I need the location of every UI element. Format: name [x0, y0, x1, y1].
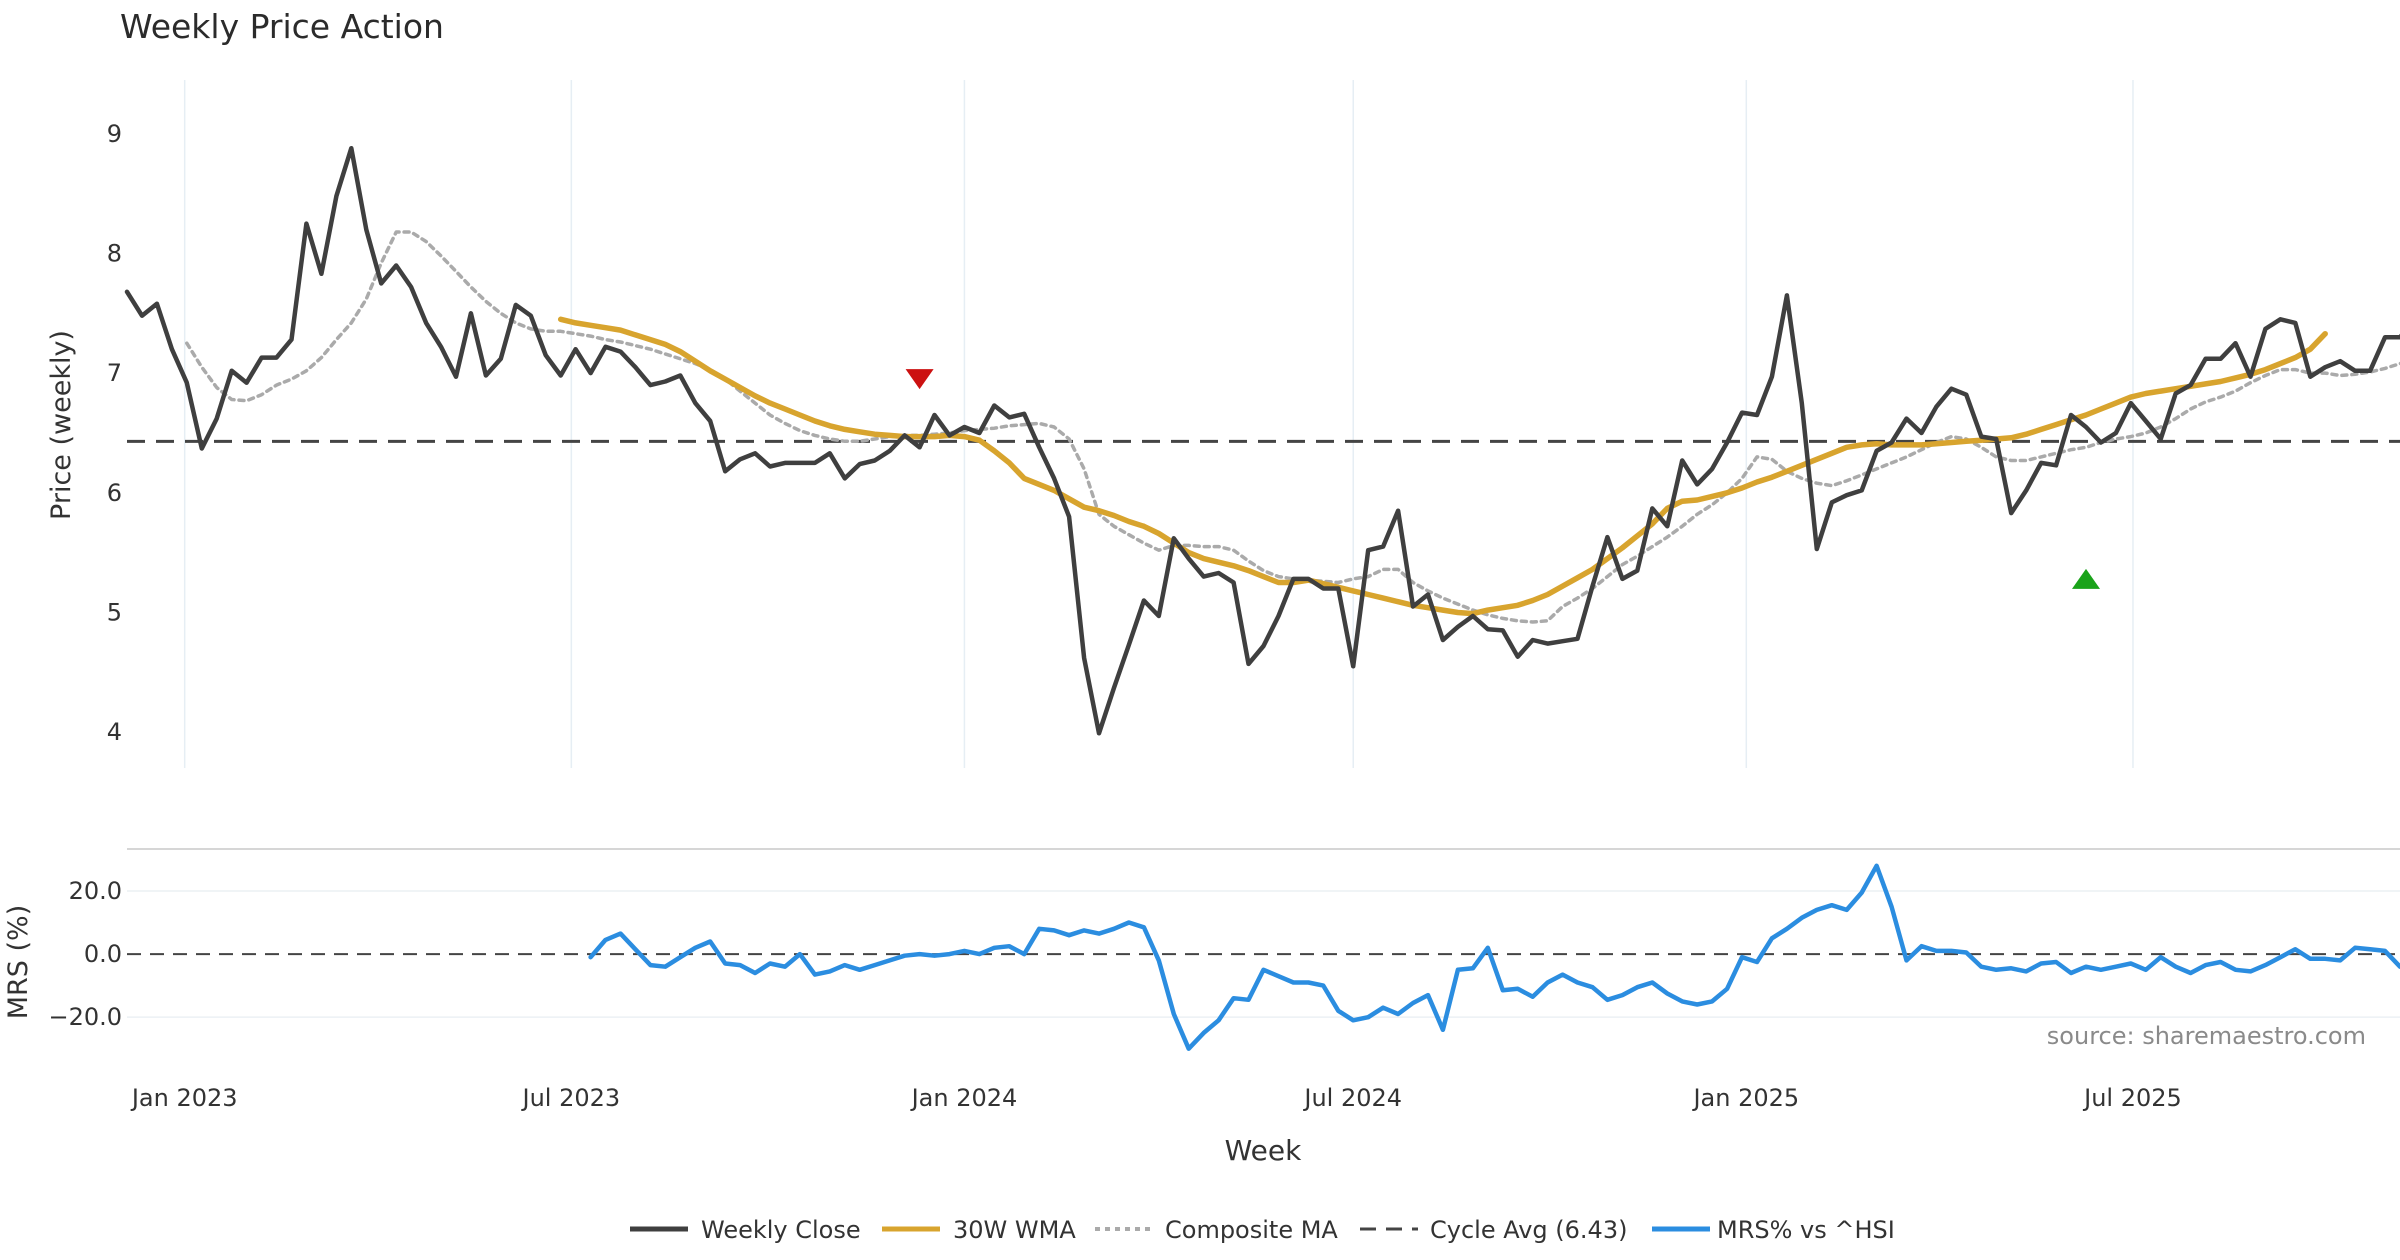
legend-item-wma: 30W WMA: [882, 1216, 1076, 1244]
x-axis-label: Week: [1225, 1134, 1302, 1167]
legend-label-mrs: MRS% vs ^HSI: [1717, 1216, 1895, 1244]
x-tick-label: Jul 2025: [2082, 1084, 2182, 1112]
mrs-tick-label: 0.0: [84, 940, 122, 968]
price-tick-label: 9: [107, 120, 122, 148]
legend-label-composite: Composite MA: [1165, 1216, 1338, 1244]
x-tick-label: Jul 2023: [521, 1084, 621, 1112]
axis-ticks: Jan 2023 Jul 2023 Jan 2024 Jul 2024 Jan 2025…: [48, 120, 2181, 1112]
mrs-line: [588, 863, 2400, 1051]
price-tick-label: 4: [107, 718, 122, 746]
mrs-tick-label: 20.0: [69, 877, 122, 905]
legend: Weekly Close 30W WMA Composite MA Cycle …: [630, 1216, 1895, 1244]
x-tick-label: Jul 2024: [1302, 1084, 1402, 1112]
x-tick-label: Jan 2023: [130, 1084, 238, 1112]
signal-markers: [905, 369, 2100, 589]
legend-label-weekly-close: Weekly Close: [701, 1216, 861, 1244]
x-tick-label: Jan 2025: [1691, 1084, 1799, 1112]
source-note: source: sharemaestro.com: [2047, 1022, 2366, 1050]
price-tick-label: 8: [107, 239, 122, 267]
legend-item-composite: Composite MA: [1095, 1216, 1338, 1244]
mrs-axis-label: MRS (%): [3, 905, 34, 1020]
legend-label-cycle: Cycle Avg (6.43): [1430, 1216, 1627, 1244]
legend-label-wma: 30W WMA: [953, 1216, 1076, 1244]
price-tick-label: 7: [107, 359, 122, 387]
price-tick-label: 6: [107, 479, 122, 507]
chart-title: Weekly Price Action: [120, 7, 444, 46]
composite-ma-line: [185, 230, 2400, 624]
buy-signal-marker: [2072, 568, 2100, 589]
series-lines: [124, 145, 2400, 1051]
legend-item-mrs: MRS% vs ^HSI: [1652, 1216, 1895, 1244]
wma-line: [557, 316, 2328, 617]
reference-lines: [127, 439, 2400, 956]
x-tick-label: Jan 2024: [910, 1084, 1018, 1112]
weekly-close-line: [124, 145, 2400, 736]
price-axis-label: Price (weekly): [46, 330, 77, 520]
legend-item-weekly-close: Weekly Close: [630, 1216, 861, 1244]
price-tick-label: 5: [107, 598, 122, 626]
mrs-tick-label: −20.0: [48, 1003, 122, 1031]
sell-signal-marker: [905, 369, 934, 390]
grid: [127, 80, 2400, 1018]
legend-item-cycle: Cycle Avg (6.43): [1360, 1216, 1627, 1244]
